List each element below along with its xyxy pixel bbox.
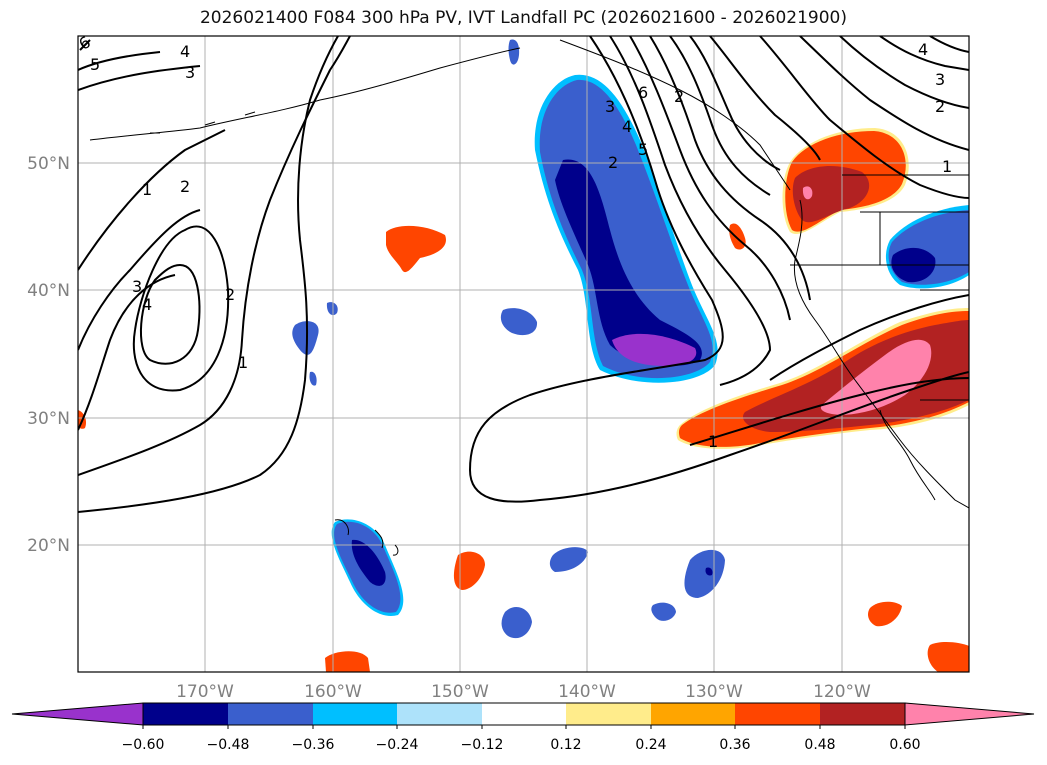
- positive-anomaly-region: [453, 551, 485, 590]
- contour-label: 3: [132, 277, 142, 296]
- contour-label: 2: [180, 177, 190, 196]
- lon-label: 140°W: [558, 682, 616, 702]
- lon-label: 130°W: [685, 682, 743, 702]
- longitude-labels: 170°W 160°W 150°W 140°W 130°W 120°W: [176, 682, 871, 702]
- contour-label: 2: [225, 285, 235, 304]
- lat-label: 40°N: [27, 281, 70, 301]
- negative-anomaly-region: [549, 547, 588, 572]
- contour-label: 3: [605, 97, 615, 116]
- contour-label: 4: [142, 295, 152, 314]
- negative-anomaly-region: [555, 159, 702, 366]
- contour-label: 4: [622, 117, 632, 136]
- colorbar-extend-high: [904, 702, 1035, 726]
- shaded-anomaly-layer: [78, 39, 969, 672]
- contour-label: 4: [180, 42, 190, 61]
- colorbar-frame: [142, 702, 906, 726]
- positive-anomaly-region: [325, 651, 370, 672]
- colorbar-tick-label: −0.48: [207, 737, 250, 753]
- lat-label: 20°N: [27, 536, 70, 556]
- colorbar-segment: [735, 703, 820, 725]
- colorbar-tick-label: −0.24: [376, 737, 419, 753]
- colorbar-segment: [228, 703, 313, 725]
- colorbar-tick-label: −0.12: [461, 737, 504, 753]
- contour-label: 1: [942, 157, 952, 176]
- lon-label: 150°W: [431, 682, 489, 702]
- negative-anomaly-region: [612, 333, 697, 366]
- contour-label: 2: [674, 87, 684, 106]
- negative-anomaly-region: [292, 321, 319, 355]
- positive-anomaly-region: [868, 601, 902, 627]
- latitude-labels: 50°N 40°N 30°N 20°N: [27, 154, 70, 556]
- positive-anomaly-region: [386, 225, 446, 273]
- contour-label: 1: [142, 180, 152, 199]
- negative-anomaly-region: [508, 39, 520, 65]
- positive-anomaly-region: [802, 186, 813, 200]
- negative-anomaly-region: [500, 308, 538, 336]
- contour-label: 5: [638, 140, 648, 159]
- colorbar-segment: [143, 703, 228, 725]
- negative-anomaly-region: [705, 567, 713, 576]
- colorbar-segment: [820, 703, 905, 725]
- ivt-contours: [78, 36, 969, 513]
- lat-label: 50°N: [27, 154, 70, 174]
- negative-anomaly-region: [684, 549, 725, 598]
- map-frame: [77, 35, 970, 673]
- colorbar-segment: [313, 703, 397, 725]
- colorbar-segment: [566, 703, 651, 725]
- colorbar-tick-label: 0.12: [550, 737, 581, 753]
- negative-anomaly-region: [326, 302, 338, 316]
- negative-anomaly-region: [539, 79, 713, 379]
- contour-label: 4: [918, 40, 928, 59]
- colorbar-tick-label: 0.48: [804, 737, 835, 753]
- contour-label: 5: [90, 55, 100, 74]
- lon-label: 120°W: [813, 682, 871, 702]
- colorbar-segment: [651, 703, 735, 725]
- colorbar-tick-label: −0.36: [292, 737, 335, 753]
- colorbar-extend-low: [11, 702, 144, 726]
- colorbar: −0.60 −0.48 −0.36 −0.24 −0.12 0.12 0.24 …: [11, 702, 1035, 753]
- lon-label: 170°W: [176, 682, 234, 702]
- positive-anomaly-region: [927, 642, 969, 672]
- colorbar-tick-label: −0.60: [122, 737, 165, 753]
- colorbar-tick-label: 0.24: [635, 737, 666, 753]
- contour-label: 1: [708, 432, 718, 451]
- positive-anomaly-region: [792, 166, 870, 223]
- contour-label: 6: [638, 83, 648, 102]
- lat-label: 30°N: [27, 409, 70, 429]
- negative-anomaly-region: [309, 371, 317, 386]
- negative-anomaly-region: [651, 602, 676, 621]
- contour-label: 2: [608, 153, 618, 172]
- colorbar-segment: [397, 703, 482, 725]
- contour-label: 2: [935, 97, 945, 116]
- negative-anomaly-region: [351, 539, 386, 586]
- colorbar-tick-label: 0.36: [719, 737, 750, 753]
- contour-label: 1: [238, 353, 248, 372]
- negative-anomaly-region: [501, 607, 532, 639]
- positive-anomaly-region: [820, 339, 932, 415]
- contour-label: 3: [935, 70, 945, 89]
- colorbar-segment: [482, 703, 566, 725]
- coastlines: [89, 39, 969, 556]
- colorbar-tick-label: 0.60: [889, 737, 920, 753]
- contour-label: 3: [185, 63, 195, 82]
- map-title: 2026021400 F084 300 hPa PV, IVT Landfall…: [199, 8, 847, 28]
- lon-label: 160°W: [304, 682, 362, 702]
- map-background: [78, 36, 969, 672]
- contour-labels: 6 5 4 3 1 2 3 4 2 1 2 3 4 5 6 2 1 4 3 2 …: [78, 36, 952, 451]
